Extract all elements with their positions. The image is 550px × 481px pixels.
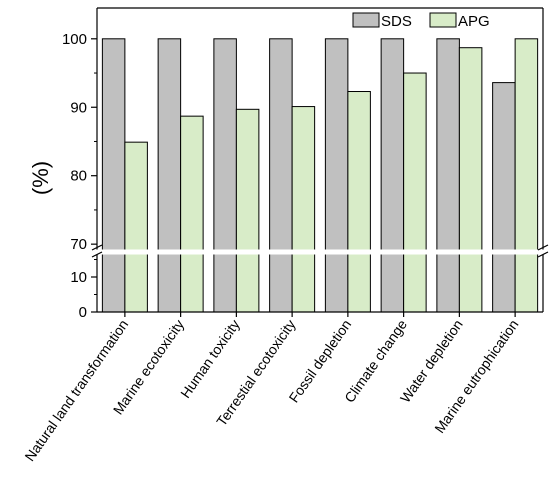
- bar-apg-0: [124, 141, 148, 313]
- bar-apg-1: [180, 115, 204, 313]
- bar-apg-6: [458, 47, 483, 313]
- axis-break-band: [85, 249, 541, 255]
- bar-apg-4: [347, 91, 371, 313]
- legend-swatch-sds: [352, 12, 380, 28]
- x-tick-label-2: Human toxicity: [177, 317, 243, 401]
- legend-label-apg: APG: [458, 13, 490, 30]
- bar-sds-6: [436, 38, 460, 313]
- bar-sds-2: [213, 38, 237, 313]
- plot-frame: [96, 7, 544, 313]
- y-axis-ticks: 70 80 90 100 0 10: [62, 31, 97, 321]
- legend: SDS APG: [352, 12, 490, 30]
- y-tick-label-90: 90: [70, 99, 87, 116]
- y-axis-label: (%): [28, 161, 53, 195]
- y-tick-label-70: 70: [70, 236, 87, 253]
- legend-swatch-apg: [429, 12, 457, 28]
- x-tick-label-0: Natural land transformation: [21, 317, 131, 465]
- bar-sds-3: [269, 38, 293, 313]
- bar-sds-7: [492, 82, 516, 313]
- legend-label-sds: SDS: [381, 13, 412, 30]
- bar-sds-1: [157, 38, 182, 313]
- y-tick-label-80: 80: [70, 168, 87, 185]
- bar-apg-5: [403, 72, 427, 313]
- bar-apg-3: [291, 106, 316, 313]
- bar-sds-4: [324, 38, 349, 313]
- y-tick-label-10: 10: [70, 269, 87, 286]
- bar-apg-2: [235, 108, 260, 313]
- y-tick-label-100: 100: [62, 31, 87, 48]
- bars-group: [101, 38, 539, 313]
- bar-sds-5: [380, 38, 405, 313]
- y-tick-label-0: 0: [79, 304, 87, 321]
- bar-apg-7: [514, 38, 539, 313]
- bar-sds-0: [101, 38, 126, 313]
